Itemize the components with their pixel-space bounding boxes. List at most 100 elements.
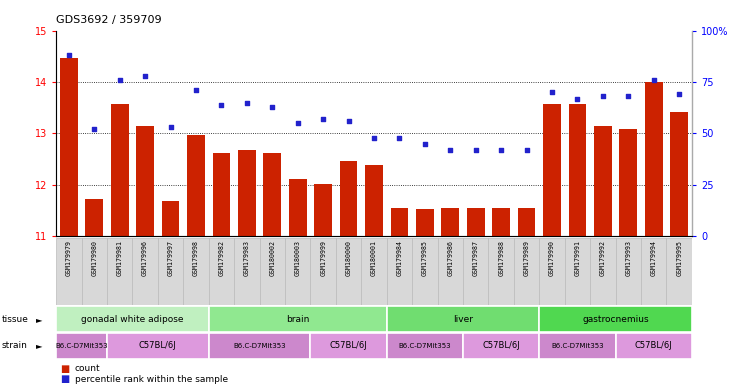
Bar	[539, 333, 616, 359]
Bar	[310, 333, 387, 359]
Bar	[260, 238, 285, 305]
Text: ■: ■	[60, 374, 69, 384]
Text: GSM179992: GSM179992	[600, 240, 606, 276]
Text: GSM179985: GSM179985	[422, 240, 428, 276]
Bar	[336, 238, 361, 305]
Bar	[183, 238, 209, 305]
Bar	[361, 238, 387, 305]
Point	[317, 116, 329, 122]
Bar	[438, 238, 463, 305]
Text: liver: liver	[453, 314, 473, 324]
Bar	[514, 238, 539, 305]
Point	[368, 134, 380, 141]
Bar	[645, 82, 663, 236]
Text: B6.C-D7Mit353: B6.C-D7Mit353	[399, 343, 451, 349]
Bar	[387, 238, 412, 305]
Text: ■: ■	[60, 364, 69, 374]
Bar	[467, 208, 485, 236]
Point	[241, 99, 253, 106]
Bar	[619, 129, 637, 236]
Text: GSM179994: GSM179994	[651, 240, 657, 276]
Bar	[416, 209, 434, 236]
Bar	[107, 333, 209, 359]
Point	[444, 147, 456, 153]
Bar	[209, 306, 387, 332]
Text: GSM179999: GSM179999	[320, 240, 326, 276]
Bar	[60, 58, 78, 236]
Text: GSM179986: GSM179986	[447, 240, 453, 276]
Text: C57BL/6J: C57BL/6J	[330, 341, 367, 351]
Point	[88, 126, 100, 132]
Text: GSM179980: GSM179980	[91, 240, 97, 276]
Bar	[56, 238, 82, 305]
Bar	[492, 208, 510, 236]
Bar	[82, 238, 107, 305]
Bar	[136, 126, 154, 236]
Bar	[594, 126, 612, 236]
Bar	[285, 238, 310, 305]
Bar	[670, 112, 688, 236]
Bar	[616, 238, 641, 305]
Bar	[56, 306, 209, 332]
Point	[114, 77, 126, 83]
Point	[571, 96, 583, 102]
Point	[215, 102, 227, 108]
Bar	[187, 135, 205, 236]
Point	[292, 120, 304, 126]
Text: C57BL/6J: C57BL/6J	[635, 341, 672, 351]
Text: gonadal white adipose: gonadal white adipose	[81, 314, 184, 324]
Text: GSM179988: GSM179988	[498, 240, 504, 276]
Bar	[340, 161, 358, 236]
Bar	[85, 199, 103, 236]
Bar	[289, 179, 307, 236]
Bar	[310, 238, 336, 305]
Point	[546, 89, 558, 95]
Bar	[56, 333, 107, 359]
Bar	[111, 104, 129, 236]
Text: percentile rank within the sample: percentile rank within the sample	[75, 375, 228, 384]
Text: GSM179995: GSM179995	[676, 240, 682, 276]
Text: ►: ►	[36, 314, 43, 324]
Text: count: count	[75, 364, 100, 373]
Bar	[390, 208, 408, 236]
Text: ►: ►	[36, 341, 43, 351]
Point	[673, 91, 685, 98]
Bar	[641, 238, 666, 305]
Bar	[238, 150, 256, 236]
Text: GSM180003: GSM180003	[295, 240, 301, 276]
Point	[266, 104, 278, 110]
Point	[343, 118, 355, 124]
Text: GSM179979: GSM179979	[66, 240, 72, 276]
Bar	[162, 201, 180, 236]
Bar	[234, 238, 260, 305]
Bar	[158, 238, 183, 305]
Point	[622, 93, 634, 99]
Bar	[314, 184, 332, 236]
Text: GDS3692 / 359709: GDS3692 / 359709	[56, 15, 162, 25]
Bar	[365, 165, 383, 236]
Text: GSM179997: GSM179997	[168, 240, 174, 276]
Point	[495, 147, 507, 153]
Text: GSM179998: GSM179998	[193, 240, 199, 276]
Text: strain: strain	[1, 341, 28, 351]
Bar	[488, 238, 514, 305]
Bar	[565, 238, 590, 305]
Text: GSM179996: GSM179996	[142, 240, 148, 276]
Point	[419, 141, 431, 147]
Text: tissue: tissue	[1, 314, 28, 324]
Point	[521, 147, 533, 153]
Bar	[412, 238, 438, 305]
Bar	[209, 333, 310, 359]
Point	[597, 93, 609, 99]
Bar	[107, 238, 132, 305]
Bar	[463, 238, 488, 305]
Point	[190, 87, 202, 93]
Point	[139, 73, 151, 79]
Bar	[543, 104, 561, 236]
Bar	[539, 238, 565, 305]
Bar	[616, 333, 692, 359]
Text: GSM179983: GSM179983	[244, 240, 250, 276]
Text: GSM179991: GSM179991	[574, 240, 580, 276]
Text: GSM179990: GSM179990	[549, 240, 555, 276]
Bar	[590, 238, 616, 305]
